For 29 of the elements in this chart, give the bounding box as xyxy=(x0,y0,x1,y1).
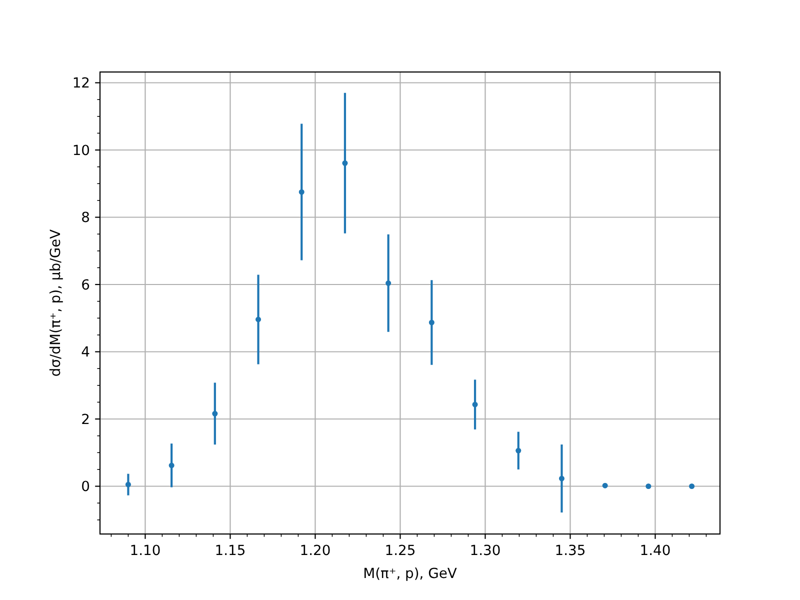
point xyxy=(646,483,652,490)
x-tick-label: 1.35 xyxy=(554,543,586,560)
point xyxy=(386,280,392,286)
x-axis-title: M(π⁺, p), GeV xyxy=(363,566,458,582)
y-tick-label: 2 xyxy=(81,412,90,428)
y-tick-label: 6 xyxy=(81,277,90,294)
point xyxy=(342,160,348,166)
point xyxy=(212,410,218,416)
point xyxy=(472,402,478,408)
point xyxy=(558,476,564,482)
x-tick-label: 1.40 xyxy=(640,543,671,560)
x-tick-label: 1.15 xyxy=(214,543,246,560)
x-tick-label: 1.20 xyxy=(300,543,331,560)
x-tick-label: 1.10 xyxy=(130,543,161,560)
y-tick-label: 0 xyxy=(81,479,90,496)
x-tick-label: 1.25 xyxy=(384,543,416,560)
y-tick-label: 4 xyxy=(81,344,90,361)
point xyxy=(428,320,434,326)
y-axis-title: dσ/dM(π⁺, p), μb/GeV xyxy=(48,228,64,377)
point xyxy=(298,189,304,195)
point xyxy=(125,482,131,488)
point xyxy=(516,448,522,454)
y-tick-label: 10 xyxy=(72,142,90,159)
y-tick-label: 8 xyxy=(81,210,90,226)
y-tick-label: 12 xyxy=(72,76,90,92)
point xyxy=(168,462,174,468)
x-tick-label: 1.30 xyxy=(470,543,501,560)
point xyxy=(689,483,695,490)
point xyxy=(256,316,262,322)
